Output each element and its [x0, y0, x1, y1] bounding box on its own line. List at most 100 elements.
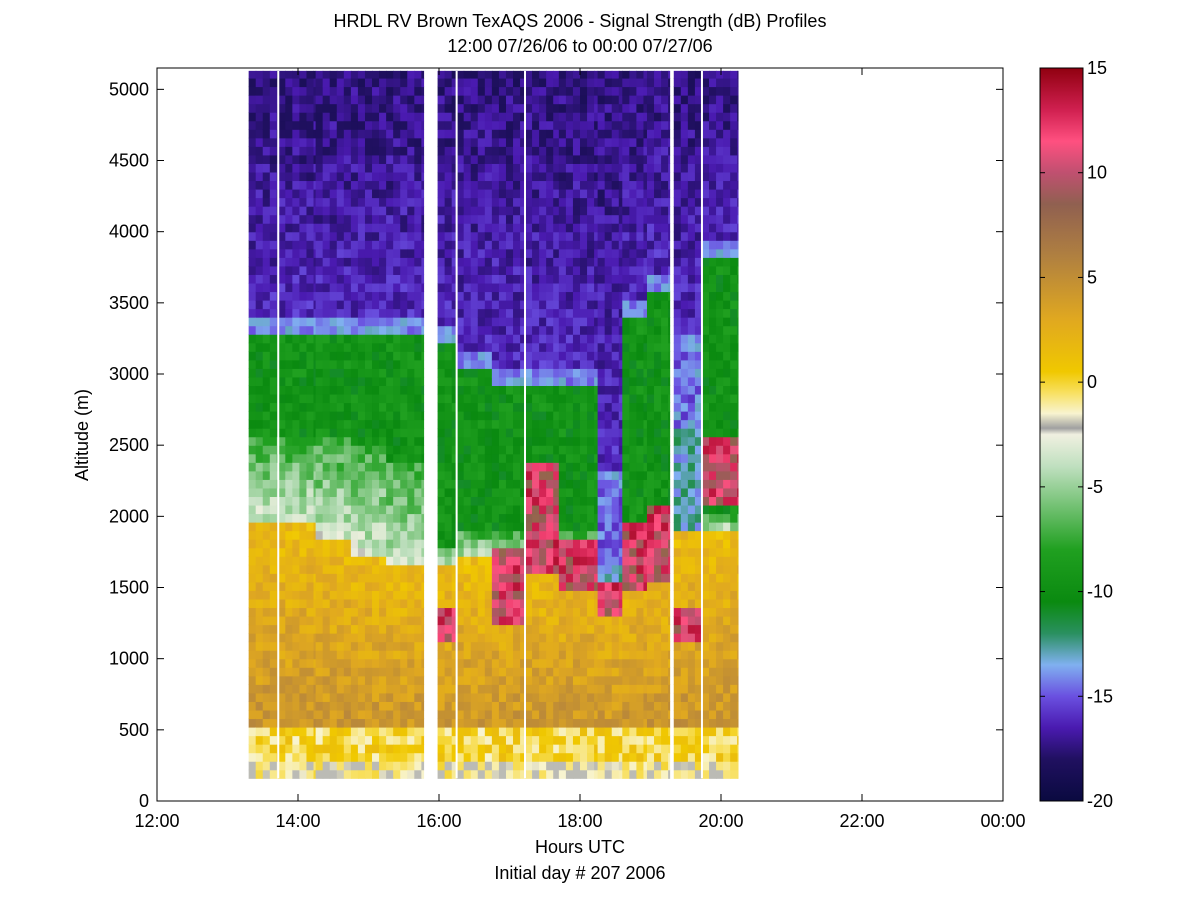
heatmap-cell	[357, 658, 366, 668]
heatmap-cell	[336, 701, 345, 711]
heatmap-cell	[329, 95, 338, 105]
heatmap-cell	[629, 633, 637, 643]
heatmap-cell	[437, 641, 446, 651]
heatmap-cell	[386, 274, 394, 284]
heatmap-cell	[604, 581, 613, 591]
heatmap-cell	[255, 718, 264, 728]
heatmap-cell	[278, 334, 286, 344]
heatmap-cell	[463, 411, 472, 421]
heatmap-cell	[565, 351, 574, 361]
heatmap-cell	[525, 342, 533, 352]
heatmap-cell	[597, 633, 606, 643]
heatmap-cell	[262, 496, 271, 506]
heatmap-cell	[505, 419, 514, 429]
heatmap-cell	[491, 282, 500, 293]
heatmap-cell	[278, 248, 286, 258]
heatmap-cell	[520, 453, 526, 463]
heatmap-cell	[587, 547, 595, 557]
heatmap-cell	[618, 112, 623, 122]
heatmap-cell	[572, 462, 581, 472]
heatmap-cell	[313, 598, 317, 609]
heatmap-cell	[313, 744, 317, 754]
heatmap-cell	[315, 154, 324, 164]
heatmap-cell	[477, 735, 486, 745]
heatmap-cell	[414, 171, 422, 182]
heatmap-cell	[491, 103, 500, 113]
heatmap-cell	[611, 77, 620, 88]
heatmap-cell	[336, 735, 345, 745]
heatmap-cell	[618, 539, 623, 549]
heatmap-cell	[618, 317, 623, 327]
heatmap-cell	[470, 359, 479, 369]
heatmap-cell	[400, 248, 408, 258]
heatmap-cell	[470, 744, 479, 754]
heatmap-cell	[520, 539, 526, 549]
heatmap-cell	[315, 504, 324, 515]
heatmap-cell	[421, 137, 425, 147]
heatmap-cell	[285, 223, 293, 233]
heatmap-cell	[329, 419, 338, 429]
heatmap-cell	[444, 675, 453, 685]
heatmap-cell	[407, 709, 415, 720]
heatmap-cell	[248, 470, 257, 480]
heatmap-cell	[520, 701, 526, 711]
heatmap-cell	[553, 129, 560, 139]
heatmap-cell	[532, 240, 540, 250]
heatmap-cell	[393, 624, 401, 634]
heatmap-cell	[618, 726, 623, 737]
heatmap-cell	[532, 180, 540, 190]
heatmap-cell	[553, 154, 560, 164]
heatmap-cell	[315, 385, 324, 395]
heatmap-cell	[572, 684, 581, 694]
heatmap-cell	[285, 154, 293, 164]
heatmap-cell	[643, 86, 648, 96]
heatmap-cell	[643, 180, 648, 190]
heatmap-cell	[407, 334, 415, 344]
heatmap-cell	[451, 547, 458, 557]
heatmap-cell	[594, 436, 599, 446]
heatmap-cell	[539, 376, 547, 386]
heatmap-cell	[532, 556, 540, 566]
heatmap-cell	[313, 564, 317, 574]
heatmap-cell	[306, 581, 315, 591]
heatmap-cell	[580, 112, 588, 122]
heatmap-cell	[364, 342, 373, 352]
heatmap-cell	[629, 129, 637, 139]
heatmap-cell	[646, 684, 655, 694]
heatmap-cell	[407, 70, 415, 79]
heatmap-cell	[315, 214, 324, 224]
heatmap-cell	[565, 402, 574, 412]
heatmap-cell	[292, 513, 301, 523]
heatmap-cell	[622, 530, 630, 540]
heatmap-cell	[520, 265, 526, 275]
heatmap-cell	[444, 257, 453, 267]
heatmap-cell	[587, 231, 595, 241]
heatmap-cell	[299, 445, 308, 455]
heatmap-cell	[654, 692, 662, 702]
heatmap-cell	[322, 86, 331, 96]
heatmap-cell	[646, 530, 655, 540]
heatmap-cell	[520, 709, 526, 720]
heatmap-cell	[306, 325, 315, 335]
heatmap-cell	[451, 436, 458, 446]
heatmap-cell	[379, 726, 387, 737]
heatmap-cell	[269, 487, 278, 498]
heatmap-cell	[525, 411, 533, 421]
heatmap-cell	[498, 120, 507, 130]
heatmap-cell	[285, 317, 293, 327]
heatmap-cell	[539, 658, 547, 668]
heatmap-cell	[285, 556, 293, 566]
heatmap-cell	[313, 496, 317, 506]
heatmap-cell	[306, 188, 315, 199]
heatmap-cell	[306, 274, 315, 284]
heatmap-cell	[248, 718, 257, 728]
heatmap-cell	[444, 530, 453, 540]
heatmap-cell	[520, 231, 526, 241]
heatmap-cell	[520, 120, 526, 130]
heatmap-cell	[336, 393, 345, 404]
heatmap-cell	[315, 615, 324, 626]
heatmap-cell	[248, 282, 257, 293]
heatmap-cell	[594, 368, 599, 378]
heatmap-cell	[357, 257, 366, 267]
